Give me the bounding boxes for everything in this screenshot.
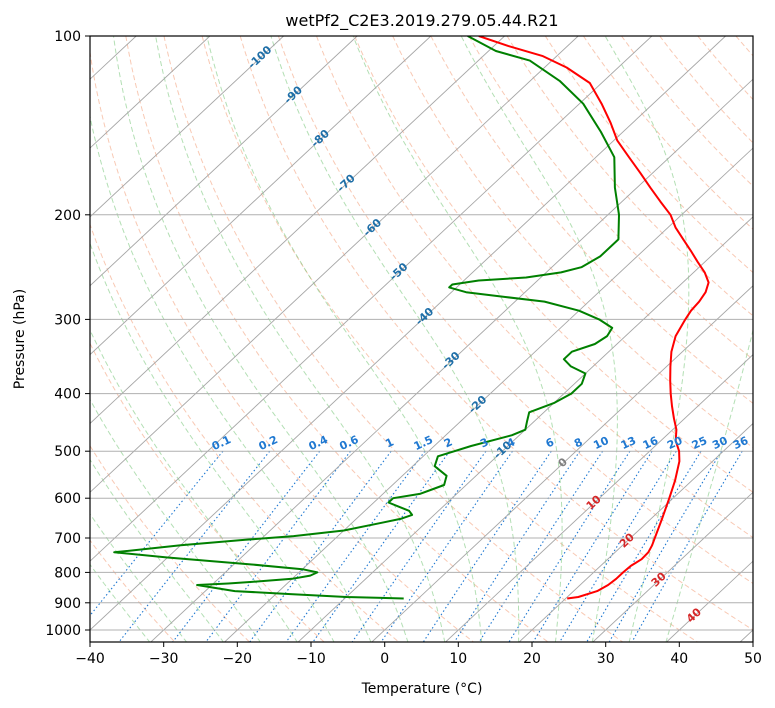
y-tick-label: 300 [54,312,81,328]
dry-adiabat-line [506,36,753,317]
mixing-ratio-label: 20 [665,434,685,452]
x-tick-label: 10 [449,651,467,667]
mixing-ratio-label: 13 [619,434,638,452]
y-axis-ticks: 100 200 300 400 500 600 700 800 900 1000 [45,29,90,639]
x-tick-label: 20 [523,651,541,667]
dry-adiabat-line [621,36,753,187]
isotherm-line [592,491,753,642]
dry-adiabat-line [468,36,753,361]
mixing-ratio-label: 30 [710,434,730,452]
y-tick-label: 100 [54,29,81,45]
moist-adiabat-line [270,36,520,642]
mixing-ratio-line [118,450,271,642]
dry-adiabat-line [125,36,549,642]
x-axis-title: Temperature (°C) [361,681,483,697]
mixing-ratio-line [351,450,487,642]
x-tick-label: −10 [296,651,326,667]
mixing-ratio-label: 36 [731,434,751,452]
isotherm-line [90,36,432,356]
dry-adiabat-line [163,36,624,642]
mixing-ratio-label: 10 [591,434,611,452]
x-tick-label: 0 [380,651,389,667]
y-tick-label: 900 [54,596,81,612]
mixing-ratio-line [453,450,581,642]
dry-adiabat-line [582,36,753,230]
isotherm-line [90,36,505,425]
isotherm-line [90,36,358,287]
y-tick-label: 500 [54,444,81,460]
dry-adiabat-line [90,444,251,642]
mixing-ratio-line [478,450,604,642]
moist-adiabat-line [90,113,372,642]
mixing-ratio-line [90,450,224,617]
isotherm-line [371,285,753,642]
x-tick-label: −30 [149,651,179,667]
x-tick-label: −40 [75,651,105,667]
y-axis-title: Pressure (hPa) [12,289,28,389]
isotherm-line [90,36,211,149]
dry-adiabat-line [316,36,753,539]
pressure-gridlines [90,36,753,631]
isotherm-line [90,36,653,562]
dry-adiabat-line [430,36,753,404]
moist-adiabats [90,36,753,642]
moist-adiabat-line [90,398,261,642]
dry-adiabats [90,36,753,642]
x-axis-ticks: −40 −30 −20 −10 0 10 20 30 40 50 [75,642,762,667]
moist-adiabat-line [90,458,225,642]
dry-adiabat-line [90,223,400,642]
y-tick-label: 800 [54,565,81,581]
y-tick-label: 1000 [45,623,81,639]
y-tick-label: 700 [54,531,81,547]
skewed-isotherms [90,36,753,642]
dry-adiabat-line [277,36,753,585]
y-tick-label: 200 [54,208,81,224]
isotherm-line [297,216,753,642]
isotherm-line [90,36,579,493]
dry-adiabat-line [354,36,753,493]
plot-frame [89,35,754,643]
moist-adiabat-line [665,328,753,642]
isotherm-line [518,422,753,642]
moist-adiabat-line [352,36,563,642]
mixing-ratio-line [422,450,552,642]
moist-adiabat-line [113,36,409,642]
moist-adiabat-line [206,36,483,642]
mixing-ratio-label: 16 [641,434,661,452]
dewpoint-profile-line [113,36,620,600]
x-tick-label: 50 [744,651,762,667]
moist-adiabat-line [155,36,446,642]
isotherm-line [223,147,753,642]
temperature-profile-line [478,36,710,600]
mixing-ratio-label: 25 [690,434,709,452]
x-tick-label: 30 [597,651,615,667]
dry-adiabat-line [239,36,753,631]
x-tick-label: −20 [223,651,253,667]
mixing-ratio-line [249,450,392,642]
x-tick-label: 40 [670,651,688,667]
isotherm-line [90,36,284,218]
mixing-ratio-line [559,450,677,642]
mixing-ratio-line [380,450,513,642]
dry-adiabat-line [392,36,753,449]
y-tick-label: 600 [54,491,81,507]
dry-adiabat-line [90,49,475,642]
profile-series [113,36,710,600]
isotherm-line [150,78,753,642]
moist-adiabat-line [90,242,335,642]
moist-adiabat-line [460,36,618,642]
isotherm-line [90,36,726,631]
chart-title: wetPf2_C2E3.2019.279.05.44.R21 [285,11,558,31]
isotherm-line [444,354,753,642]
mixing-ratio-line [285,450,426,642]
moist-adiabat-line [604,36,690,642]
y-tick-label: 400 [54,387,81,403]
